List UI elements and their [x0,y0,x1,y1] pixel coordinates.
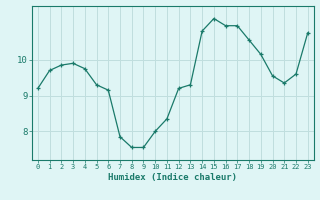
X-axis label: Humidex (Indice chaleur): Humidex (Indice chaleur) [108,173,237,182]
